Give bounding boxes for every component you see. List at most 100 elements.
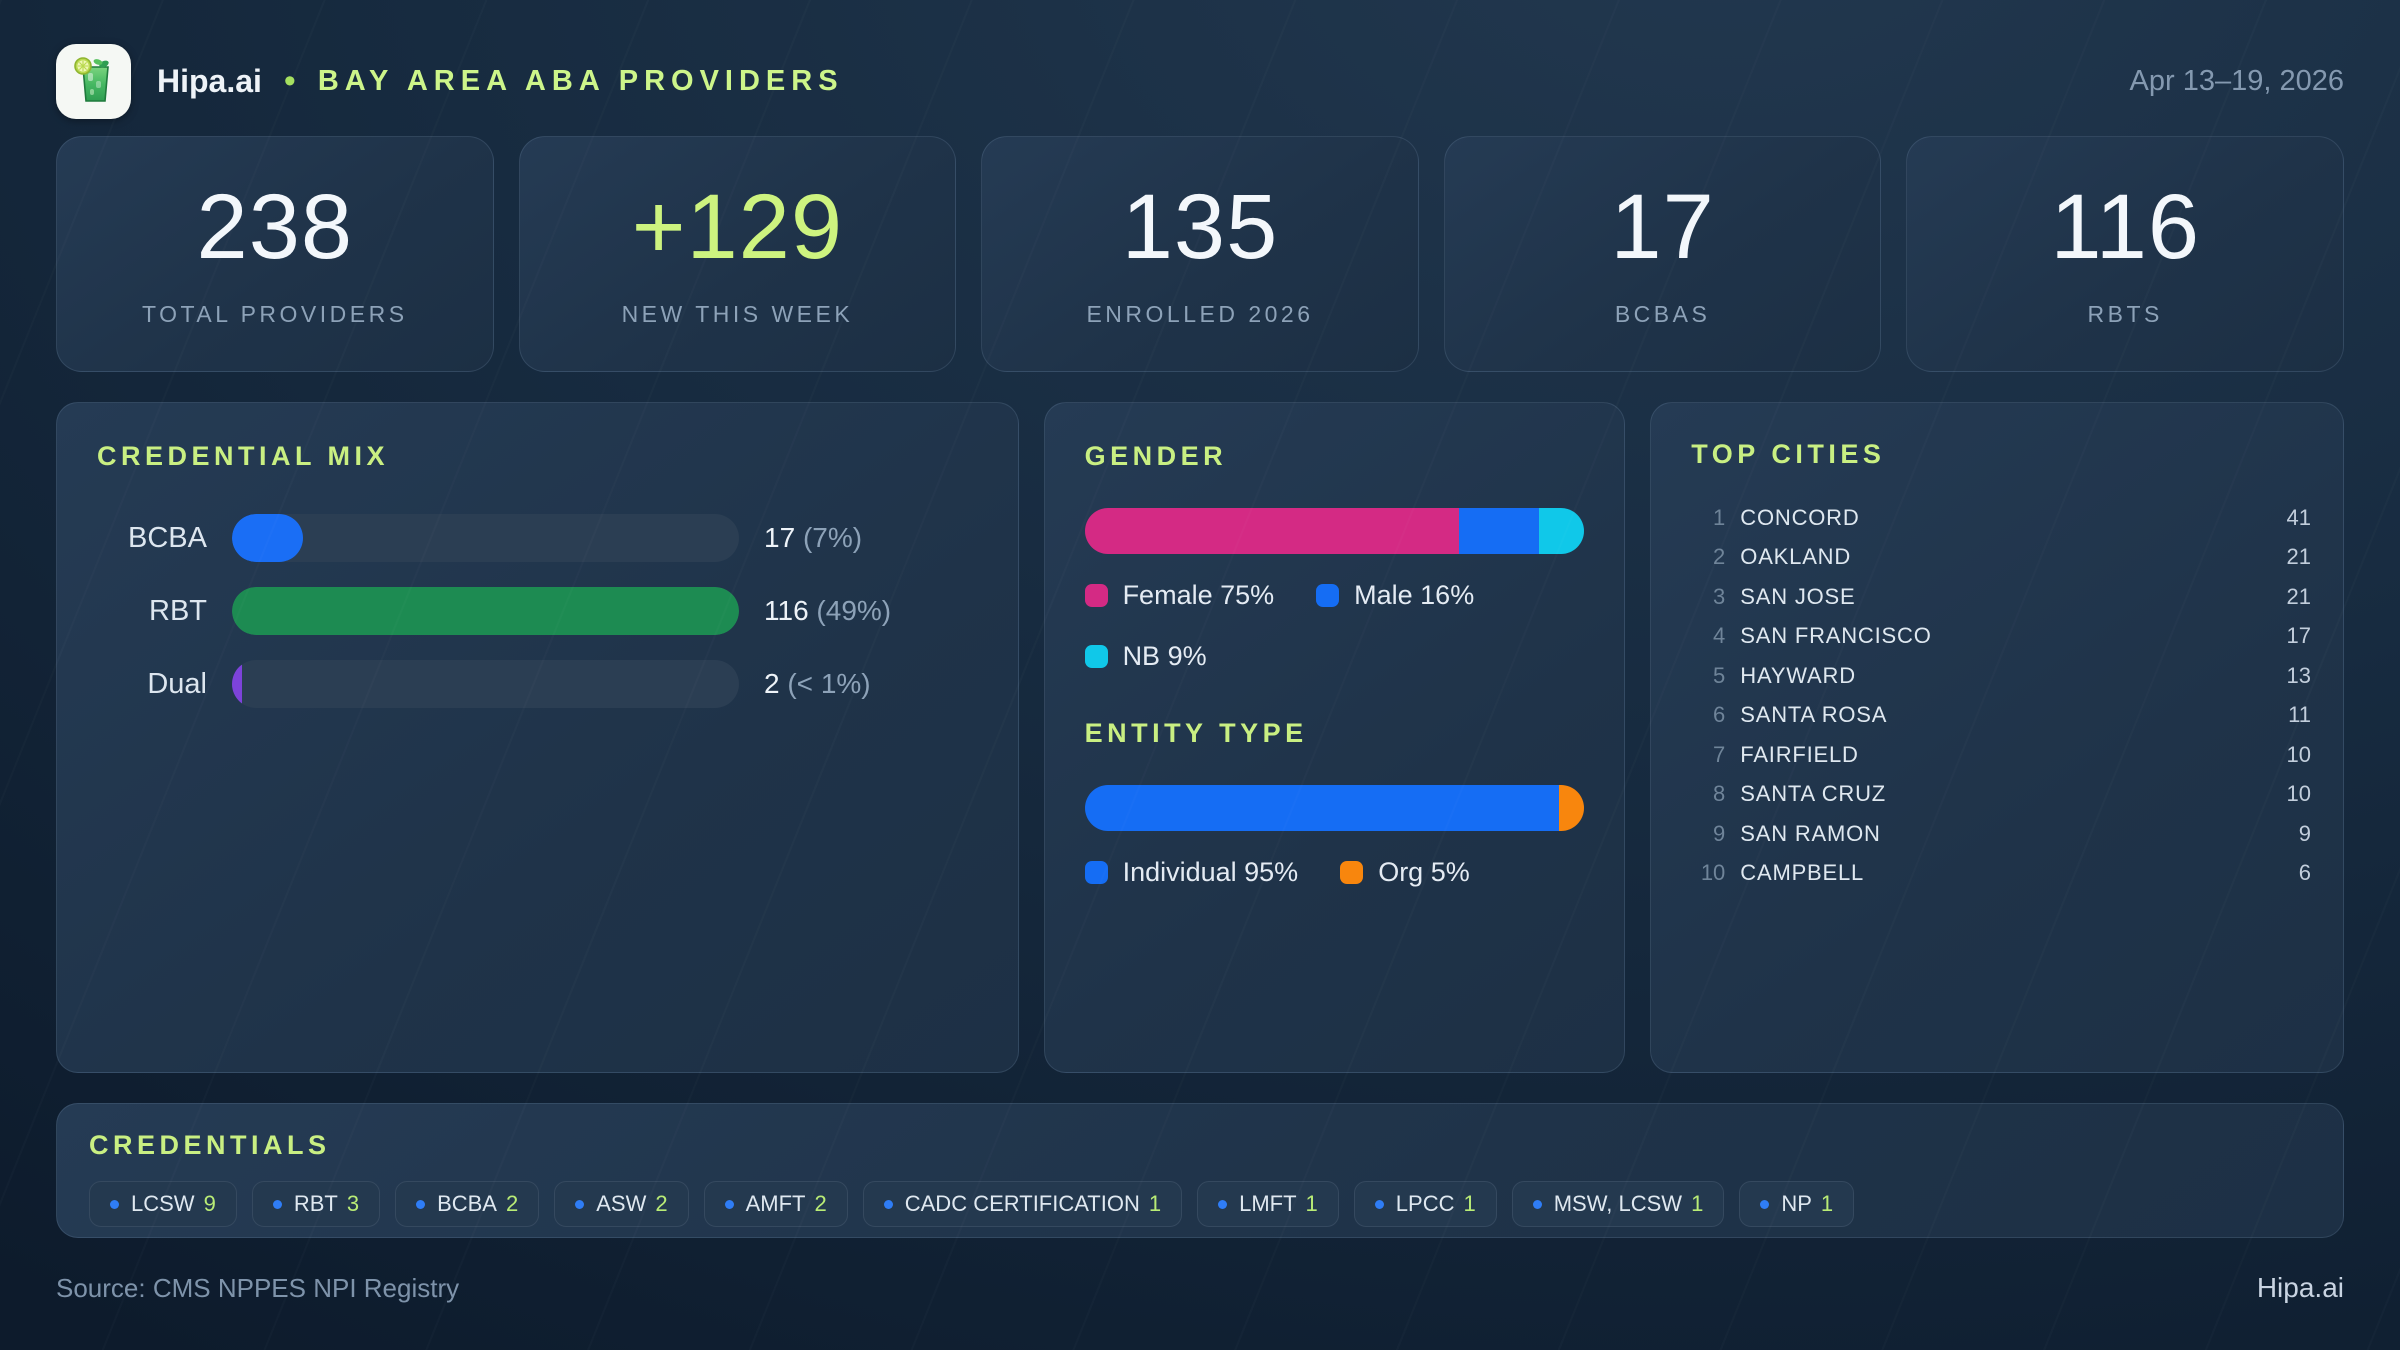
stat-label: RBTS (2087, 300, 2163, 327)
stat-value: 135 (1121, 175, 1279, 278)
city-row: 1 CONCORD 41 (1691, 498, 2311, 538)
stat-card-enrolled-2026: 135 ENROLLED 2026 (981, 136, 1419, 372)
stat-label: BCBAS (1614, 300, 1711, 327)
stat-value: 116 (2050, 175, 2201, 278)
chip-label: LMFT (1239, 1191, 1297, 1216)
legend-item-individual: Individual 95% (1084, 857, 1299, 888)
mojito-glass-icon (73, 57, 109, 102)
legend-item-nb: NB 9% (1084, 641, 1207, 672)
city-rank: 10 (1700, 860, 1726, 886)
section-title-gender: GENDER (1084, 441, 1228, 471)
dot-icon (272, 1199, 282, 1209)
bar-track (232, 587, 739, 635)
dot-icon (724, 1199, 734, 1209)
legend-item-female: Female 75% (1084, 580, 1274, 611)
legend-swatch (1084, 861, 1108, 884)
bar-track (232, 514, 739, 562)
city-name: CAMPBELL (1740, 860, 1865, 886)
city-count: 21 (2286, 544, 2311, 570)
main-panels: CREDENTIAL MIX BCBA 17 (7%) RBT 116 (49%… (56, 402, 2344, 1073)
chip-count: 1 (1820, 1191, 1834, 1216)
chip-count: 2 (505, 1191, 519, 1216)
city-name: SAN FRANCISCO (1740, 623, 1932, 649)
city-name: SAN JOSE (1740, 583, 1856, 609)
bar-value: 116 (49%) (764, 595, 892, 626)
stat-card-total-providers: 238 TOTAL PROVIDERS (56, 136, 494, 372)
chip-count: 2 (655, 1191, 668, 1216)
legend-swatch (1084, 645, 1108, 668)
bar-fill (232, 660, 243, 708)
legend-label: Male 16% (1354, 580, 1475, 610)
hipa-logo (56, 43, 131, 119)
city-rank: 9 (1713, 820, 1726, 846)
city-count: 10 (2286, 781, 2311, 807)
section-title-entity-type: ENTITY TYPE (1084, 718, 1308, 748)
city-count: 6 (2298, 860, 2311, 886)
section-title-credential-mix: CREDENTIAL MIX (97, 441, 390, 471)
city-row: 4 SAN FRANCISCO 17 (1691, 617, 2311, 657)
chip-label: ASW (596, 1191, 647, 1216)
entity-legend: Individual 95% Org 5% (1084, 857, 1555, 888)
bar-fill (232, 587, 739, 635)
section-title-top-cities: TOP CITIES (1691, 439, 1886, 469)
chip-count: 1 (1691, 1191, 1704, 1216)
bar-fill (232, 514, 303, 562)
city-count: 10 (2286, 741, 2311, 767)
city-count: 41 (2286, 504, 2311, 530)
legend-label: NB 9% (1122, 641, 1207, 671)
city-name: SANTA ROSA (1740, 702, 1888, 728)
page-title: BAY AREA ABA PROVIDERS (317, 64, 844, 97)
credential-chips: LCSW 9 RBT 3 BCBA 2 ASW 2 AMFT 2 CADC CERTIFI… (89, 1181, 2311, 1227)
bar-value: 17 (7%) (764, 522, 863, 553)
dot-icon (883, 1199, 893, 1209)
footer: Source: CMS NPPES NPI Registry Hipa.ai (56, 1272, 2344, 1304)
dot-icon (1532, 1199, 1542, 1209)
gender-segment-male (1459, 508, 1540, 554)
entity-stacked-bar (1084, 785, 1585, 831)
legend-label: Org 5% (1378, 857, 1470, 887)
city-name: FAIRFIELD (1740, 741, 1859, 767)
legend-swatch (1316, 584, 1340, 607)
gender-segment-female (1084, 508, 1460, 554)
chip-label: CADC CERTIFICATION (904, 1191, 1140, 1216)
city-row: 2 OAKLAND 21 (1691, 538, 2311, 578)
gender-legend: Female 75% Male 16% NB 9% (1084, 580, 1555, 672)
entity-segment-individual (1084, 785, 1560, 831)
stat-value: 17 (1610, 175, 1715, 278)
credential-chip: NP 1 (1739, 1181, 1855, 1227)
credentials-panel: CREDENTIALS LCSW 9 RBT 3 BCBA 2 ASW 2 AMFT 2 … (56, 1103, 2344, 1238)
chip-count: 1 (1148, 1191, 1162, 1216)
stat-value: +129 (631, 175, 843, 278)
chip-count: 3 (346, 1191, 360, 1216)
city-count: 13 (2286, 662, 2311, 688)
chip-label: RBT (293, 1191, 338, 1216)
city-count: 17 (2286, 623, 2311, 649)
bar-row-bcba: BCBA 17 (7%) (97, 514, 978, 562)
dot-icon (1374, 1199, 1384, 1209)
legend-item-male: Male 16% (1316, 580, 1474, 611)
footer-brand: Hipa.ai (2256, 1272, 2344, 1303)
city-row: 8 SANTA CRUZ 10 (1691, 775, 2311, 815)
legend-swatch (1340, 861, 1364, 884)
legend-label: Individual 95% (1122, 857, 1299, 887)
credential-chip: AMFT 2 (703, 1181, 848, 1227)
header: Hipa.ai • BAY AREA ABA PROVIDERS Apr 13–… (56, 40, 2344, 122)
stat-label: TOTAL PROVIDERS (142, 300, 408, 327)
bar-label: RBT (149, 594, 207, 627)
bar-label: BCBA (128, 521, 207, 554)
city-rank: 1 (1713, 504, 1726, 530)
credential-chip: BCBA 2 (395, 1181, 540, 1227)
source-attribution: Source: CMS NPPES NPI Registry (56, 1273, 460, 1303)
city-count: 11 (2288, 702, 2311, 728)
credential-chip: CADC CERTIFICATION 1 (862, 1181, 1183, 1227)
credential-mix-panel: CREDENTIAL MIX BCBA 17 (7%) RBT 116 (49%… (56, 402, 1019, 1073)
city-rank: 4 (1713, 623, 1726, 649)
dot-icon (416, 1199, 426, 1209)
chip-label: LCSW (131, 1191, 195, 1216)
credential-chip: ASW 2 (554, 1181, 689, 1227)
city-row: 7 FAIRFIELD 10 (1691, 735, 2311, 775)
city-name: SAN RAMON (1740, 820, 1881, 846)
gender-segment-nb (1539, 508, 1585, 554)
city-row: 6 SANTA ROSA 11 (1691, 696, 2311, 736)
city-row: 9 SAN RAMON 9 (1691, 814, 2311, 854)
